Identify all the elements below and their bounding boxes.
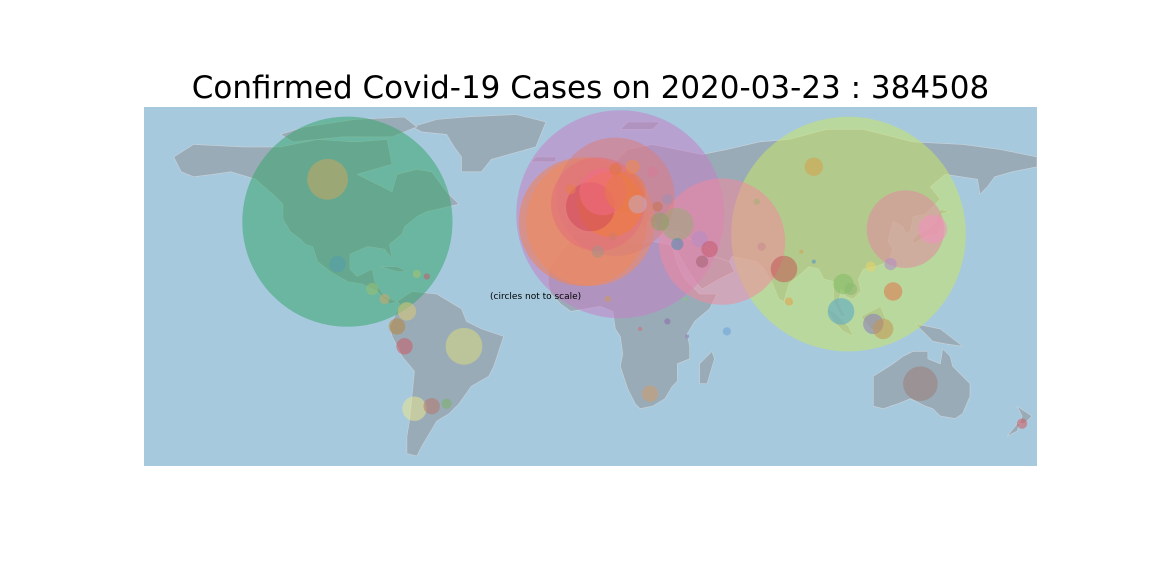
scale-note: (circles not to scale) (490, 292, 582, 302)
case-bubble-15 (445, 327, 483, 365)
case-bubble-18 (827, 298, 855, 325)
landmass-madagascar (699, 351, 715, 385)
case-bubble-40 (379, 293, 390, 305)
case-bubble-34 (696, 255, 709, 268)
case-bubble-16 (661, 207, 694, 241)
case-bubble-45 (844, 282, 858, 296)
case-bubble-21 (770, 255, 798, 283)
case-bubble-17 (918, 214, 948, 244)
case-bubble-14 (903, 366, 938, 402)
landmass-greenland (411, 114, 547, 173)
case-bubble-29 (388, 318, 406, 335)
case-bubble-47 (784, 297, 794, 306)
case-bubble-52 (423, 273, 430, 280)
case-bubble-62 (811, 259, 816, 264)
case-bubble-2 (731, 116, 966, 352)
case-bubble-13 (307, 158, 348, 200)
case-bubble-28 (397, 302, 417, 321)
case-bubble-27 (396, 338, 413, 355)
world-map (144, 107, 1037, 466)
case-bubble-43 (722, 327, 732, 336)
case-bubble-65 (682, 297, 687, 301)
case-bubble-55 (647, 166, 658, 177)
case-bubble-49 (664, 318, 671, 325)
case-bubble-41 (591, 245, 604, 258)
case-bubble-59 (757, 242, 766, 251)
case-bubble-9 (866, 190, 945, 268)
case-bubble-25 (402, 396, 427, 421)
case-bubble-32 (691, 230, 708, 248)
case-bubble-22 (883, 282, 903, 301)
case-bubble-48 (1017, 418, 1028, 429)
case-bubble-54 (671, 238, 684, 251)
case-bubble-38 (652, 201, 663, 212)
case-bubble-42 (608, 232, 617, 241)
case-bubble-56 (625, 159, 640, 174)
case-bubble-26 (423, 398, 440, 415)
case-bubble-50 (604, 295, 611, 303)
case-bubble-57 (609, 163, 622, 176)
case-bubble-36 (628, 195, 647, 214)
case-bubble-46 (865, 261, 876, 272)
case-bubble-58 (565, 184, 576, 195)
map-title: Confirmed Covid-19 Cases on 2020-03-23 :… (191, 70, 990, 106)
case-bubble-64 (638, 326, 643, 331)
case-bubble-63 (685, 334, 690, 339)
case-bubble-23 (873, 318, 894, 340)
case-bubble-35 (650, 212, 670, 231)
map-canvas (144, 107, 1037, 466)
case-bubble-51 (412, 269, 421, 279)
case-bubble-33 (701, 240, 718, 258)
case-bubble-3 (658, 178, 786, 305)
case-bubble-39 (366, 282, 379, 296)
case-bubble-53 (441, 398, 452, 409)
case-bubble-30 (329, 255, 346, 273)
case-bubble-44 (884, 258, 897, 271)
case-bubble-31 (641, 385, 659, 402)
case-bubbles (242, 110, 1028, 429)
case-bubble-61 (799, 249, 804, 254)
case-bubble-60 (753, 198, 760, 205)
case-bubble-24 (804, 157, 823, 176)
case-bubble-0 (242, 116, 453, 327)
case-bubble-37 (662, 194, 673, 205)
landmass-new-guinea (915, 323, 963, 347)
